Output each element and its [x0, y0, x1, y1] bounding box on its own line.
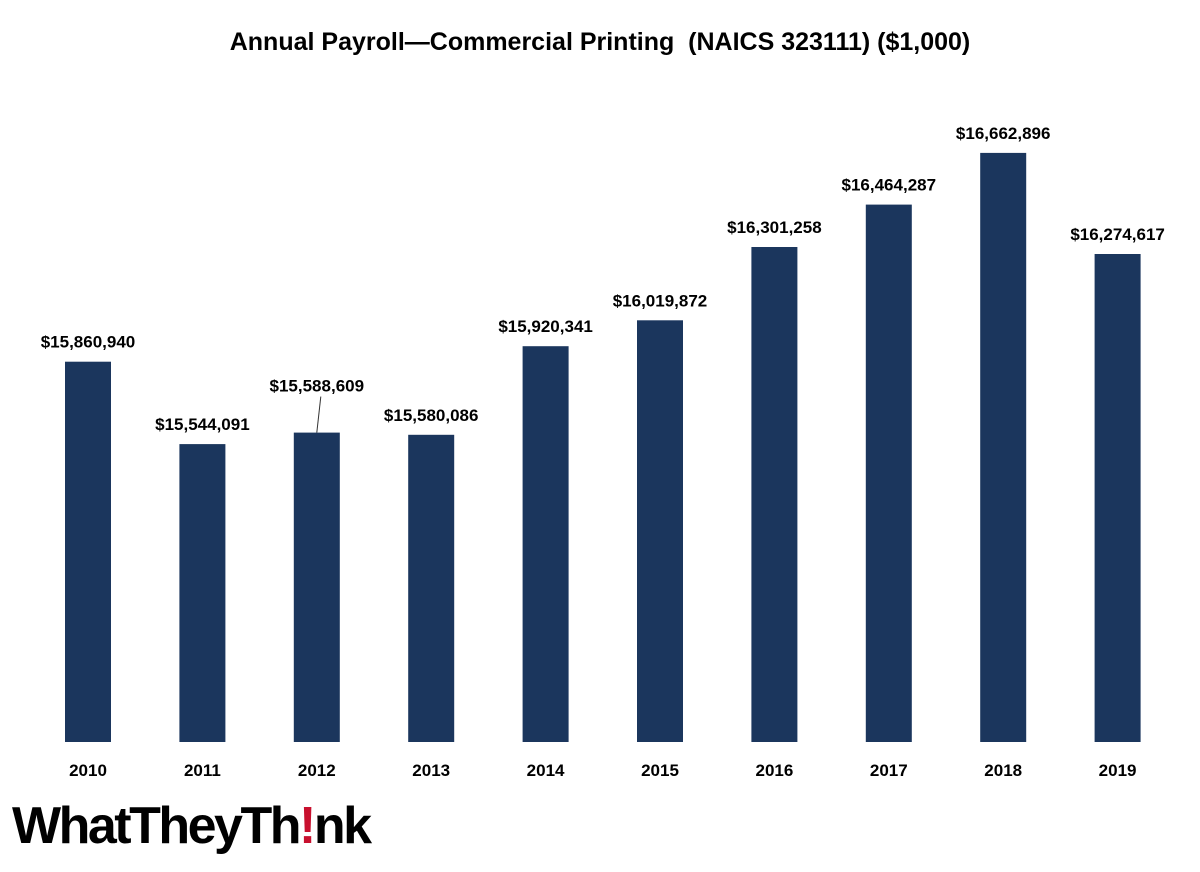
bar-value-label-2019: $16,274,617	[1070, 225, 1165, 244]
bar-2016	[751, 247, 798, 742]
bars-layer	[65, 152, 1141, 743]
bar-chart: $15,860,940 $15,544,091 $15,588,609 $15,580…	[41, 124, 1165, 780]
logo-text-end: nk	[313, 797, 372, 855]
bar-2017	[865, 204, 912, 743]
bar-2013	[408, 434, 455, 742]
x-tick-label-2014: 2014	[527, 761, 565, 780]
bar-2019	[1094, 254, 1141, 742]
x-axis-ticks: 2010 2011 2012 2013 2014 2015 2016 2017 2018 2019	[69, 761, 1136, 780]
bar-value-label-2015: $16,019,872	[613, 291, 708, 310]
bar-2010	[65, 361, 111, 742]
bar-2011	[179, 444, 226, 742]
bar-value-label-2018: $16,662,896	[956, 124, 1051, 143]
exclamation-mark-icon: !	[298, 797, 316, 855]
bar-2014	[522, 346, 569, 742]
whattheythink-logo: WhatTheyTh!nk	[12, 797, 372, 855]
bar-value-label-2012: $15,588,609	[270, 377, 365, 396]
chart-title: Annual Payroll—Commercial Printing (NAIC…	[229, 28, 971, 56]
bar-value-label-2013: $15,580,086	[384, 406, 479, 425]
x-tick-label-2017: 2017	[870, 761, 908, 780]
x-tick-label-2015: 2015	[641, 761, 679, 780]
x-tick-label-2012: 2012	[298, 761, 336, 780]
bar-value-label-2017: $16,464,287	[842, 176, 937, 195]
x-tick-label-2010: 2010	[69, 761, 107, 780]
bar-2015	[637, 320, 683, 742]
bar-value-label-2016: $16,301,258	[727, 218, 822, 237]
x-tick-label-2019: 2019	[1099, 761, 1137, 780]
bar-value-label-2014: $15,920,341	[498, 317, 593, 336]
bar-value-label-2010: $15,860,940	[41, 333, 136, 352]
x-tick-label-2011: 2011	[184, 761, 221, 780]
x-tick-label-2016: 2016	[755, 761, 793, 780]
x-tick-label-2018: 2018	[984, 761, 1022, 780]
x-tick-label-2013: 2013	[412, 761, 450, 780]
value-labels-layer: $15,860,940 $15,544,091 $15,588,609 $15,580…	[41, 124, 1165, 434]
leader-line-2012	[316, 396, 322, 433]
bar-2018	[980, 152, 1027, 742]
bar-value-label-2011: $15,544,091	[155, 415, 250, 434]
bar-2012	[293, 432, 340, 742]
logo-text-start: WhatTheyTh	[12, 797, 301, 855]
